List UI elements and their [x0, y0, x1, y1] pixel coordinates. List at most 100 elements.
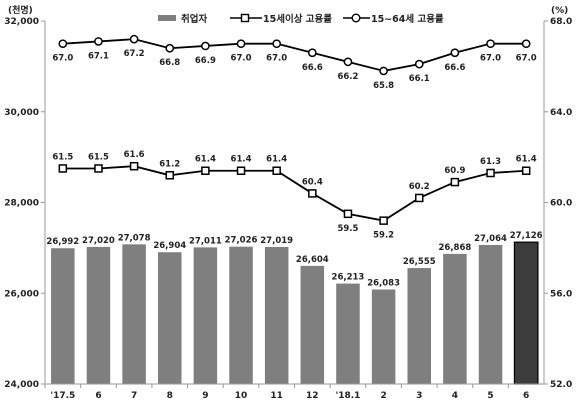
data-point-circle	[272, 39, 282, 49]
bar-value-label: 27,020	[82, 236, 115, 246]
data-point-label: 60.4	[302, 177, 323, 187]
data-point-square	[201, 166, 210, 175]
x-tick-label: 2	[380, 391, 386, 401]
data-point-label: 60.2	[409, 182, 430, 192]
data-point-square	[272, 166, 281, 175]
data-point-circle	[343, 57, 353, 67]
y-left-tick-label: 26,000	[4, 289, 39, 299]
legend-marker-square	[240, 13, 250, 23]
data-point-circle	[129, 34, 139, 44]
bar-value-label: 26,992	[46, 237, 79, 247]
data-point-square	[308, 189, 317, 198]
data-point-square	[58, 164, 68, 173]
x-tick-label: 6	[523, 391, 529, 401]
series-line	[62, 38, 527, 72]
data-point-label: 67.0	[52, 54, 73, 64]
x-tick-label: '17.5	[50, 391, 75, 401]
y-left-tick-label: 30,000	[4, 108, 39, 118]
data-point-label: 67.0	[231, 54, 252, 64]
y-right-tick-label: 68.0	[550, 17, 572, 27]
y-left-tick-label: 32,000	[4, 17, 39, 27]
y-right-axis: 52.0 56.0 60.0 64.0 68.0	[544, 17, 572, 390]
data-point-label: 59.2	[373, 231, 394, 241]
bar	[157, 252, 182, 384]
data-point-label: 66.1	[409, 74, 430, 84]
bar-value-label: 27,064	[474, 234, 507, 244]
data-point-circle	[521, 39, 531, 49]
bar	[229, 246, 253, 384]
data-point-square	[486, 168, 495, 178]
bar	[478, 244, 503, 384]
data-point-label: 61.2	[159, 159, 180, 169]
data-point-square	[521, 166, 531, 175]
data-point-square	[165, 171, 174, 180]
data-point-label: 66.6	[444, 63, 465, 73]
data-point-circle	[414, 59, 424, 69]
bar-value-label: 26,904	[153, 241, 186, 251]
bar-value-label: 27,011	[189, 236, 222, 246]
data-point-label: 66.2	[337, 72, 358, 82]
legend-label-employed: 취업자	[181, 13, 207, 25]
line-series-group: 61.5 61.5 61.6 61.2 61.4 61.4 61.4 60.4 59.5 59.2…	[52, 34, 537, 241]
data-point-label: 66.8	[159, 58, 180, 68]
bar-value-label: 27,019	[260, 236, 293, 246]
bar	[336, 283, 360, 384]
data-point-label: 61.4	[195, 155, 216, 165]
bar	[122, 244, 146, 384]
x-tick-label: '18.1	[335, 391, 360, 401]
bar	[443, 253, 467, 384]
bar-value-label: 26,555	[403, 257, 436, 267]
data-point-label: 67.0	[516, 54, 537, 64]
y-right-tick-label: 56.0	[550, 289, 572, 299]
bar-value-label: 26,868	[438, 243, 471, 253]
data-point-label: 67.0	[266, 54, 287, 64]
data-point-circle	[486, 39, 495, 49]
bar	[407, 268, 432, 384]
y-right-unit: (%)	[551, 6, 568, 16]
line-series-15to64: 67.0 67.1 67.2 66.8 66.9 67.0 67.0 66.6 66.2 65.8…	[52, 34, 537, 91]
legend-swatch-employed	[158, 15, 176, 21]
bar	[193, 247, 218, 384]
bar-value-label: 26,213	[332, 273, 365, 283]
data-point-circle	[307, 48, 317, 58]
data-point-label: 61.4	[266, 155, 287, 165]
x-tick-label: 12	[306, 391, 319, 401]
legend: 취업자 15세이상 고용률 15~64세 고용률	[158, 13, 444, 25]
x-tick-label: 6	[95, 391, 101, 401]
data-point-label: 61.3	[480, 157, 501, 167]
y-left-unit: (천명)	[8, 4, 33, 16]
data-point-label: 61.5	[88, 152, 109, 162]
bar	[513, 241, 539, 385]
data-point-circle	[165, 43, 175, 53]
x-tick-label: 11	[270, 391, 283, 401]
data-point-label: 61.5	[52, 152, 73, 162]
legend-label-15plus: 15세이상 고용률	[263, 13, 332, 25]
bar-value-label: 27,026	[225, 236, 258, 246]
legend-marker-circle	[351, 13, 361, 23]
data-point-square	[236, 166, 246, 175]
x-tick-label: 9	[202, 391, 208, 401]
data-point-label: 61.6	[124, 150, 145, 160]
x-tick-label: 4	[452, 391, 458, 401]
data-point-label: 66.6	[302, 63, 323, 73]
data-point-label: 61.4	[516, 155, 537, 165]
bar	[51, 248, 75, 384]
data-point-label: 66.9	[195, 56, 216, 66]
data-point-label: 61.4	[231, 155, 252, 165]
line-series-15plus: 61.5 61.5 61.6 61.2 61.4 61.4 61.4 60.4 59.5 59.2…	[52, 150, 536, 240]
data-point-circle	[450, 48, 460, 58]
data-point-label: 60.9	[444, 166, 465, 176]
data-point-square	[415, 193, 424, 203]
data-point-square	[343, 209, 353, 219]
bar	[300, 265, 325, 384]
x-tick-label: 8	[167, 391, 173, 401]
data-point-circle	[58, 39, 68, 49]
x-tick-label: 5	[487, 391, 493, 401]
data-point-circle	[236, 39, 246, 49]
bar-value-label: 27,078	[118, 233, 151, 243]
y-right-tick-label: 64.0	[550, 108, 572, 118]
y-left-tick-label: 28,000	[4, 199, 39, 209]
data-point-label: 67.2	[124, 49, 145, 59]
